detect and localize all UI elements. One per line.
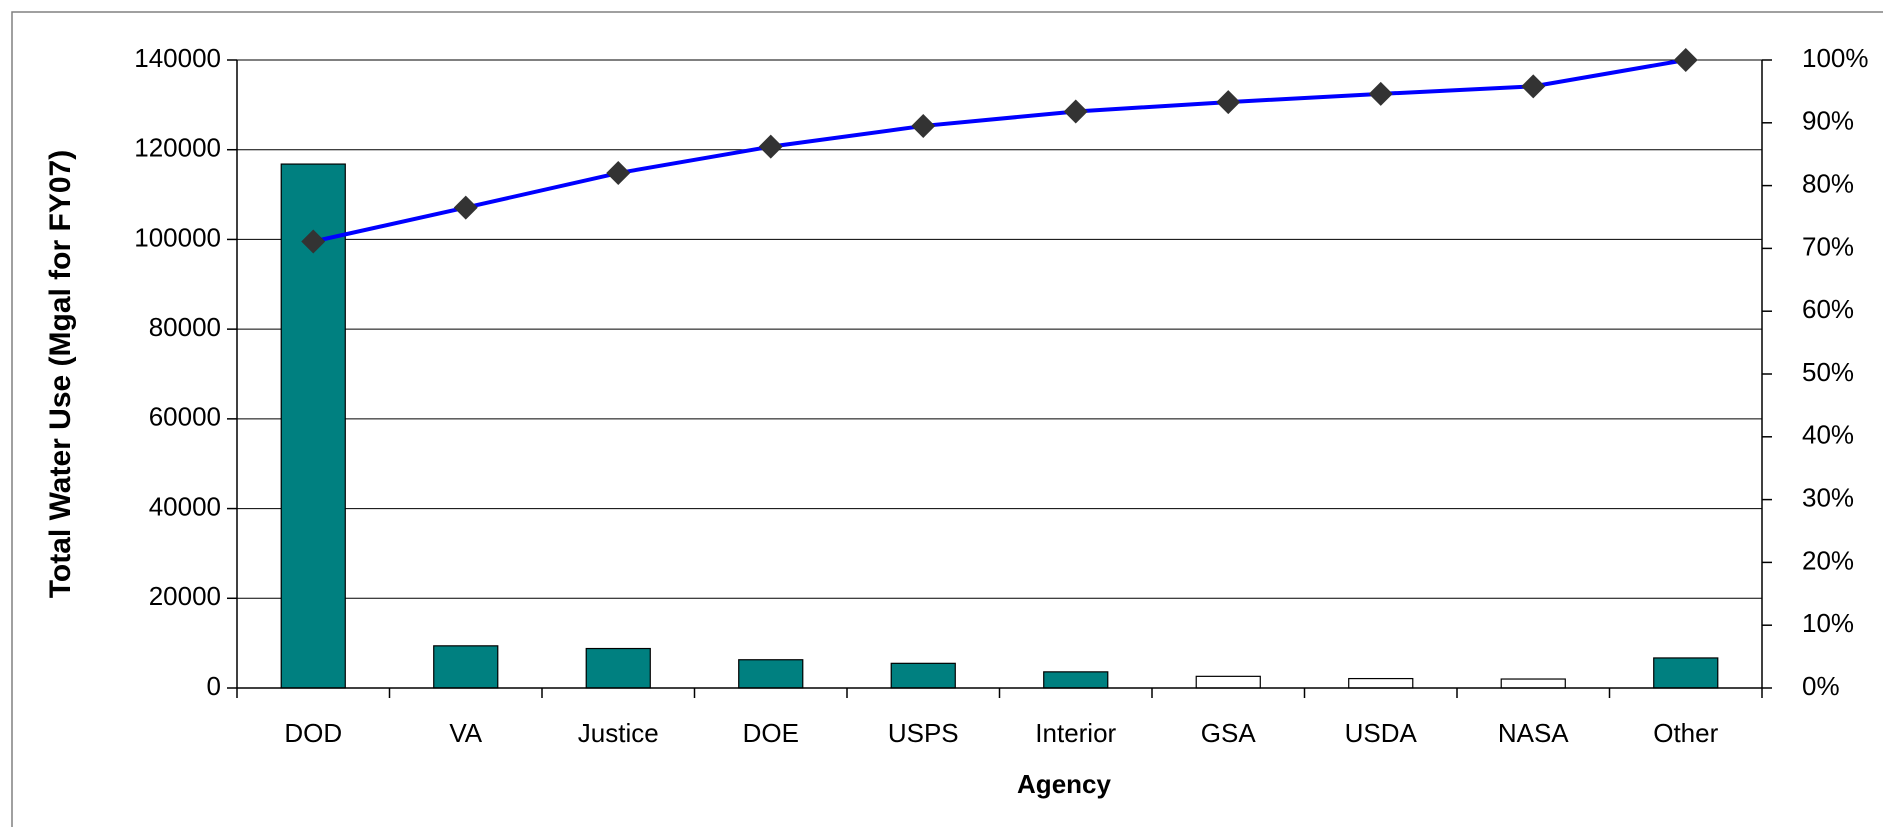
x-tick-label: Other: [1653, 718, 1718, 748]
line-marker: [1521, 74, 1546, 99]
y2-tick-label: 20%: [1802, 545, 1854, 575]
y2-tick-label: 30%: [1802, 482, 1854, 512]
line-marker: [758, 134, 783, 159]
x-tick-label: Interior: [1035, 718, 1116, 748]
x-tick-label: GSA: [1201, 718, 1257, 748]
x-tick-label: DOD: [284, 718, 342, 748]
x-tick-label: VA: [449, 718, 482, 748]
line-marker: [1216, 90, 1241, 115]
pareto-line: [312, 58, 1687, 244]
y2-tick-label: 70%: [1802, 231, 1854, 261]
y-tick-label: 140000: [134, 43, 221, 73]
x-tick-label: DOE: [743, 718, 799, 748]
y-tick-label: 120000: [134, 133, 221, 163]
x-tick-label: USPS: [888, 718, 959, 748]
line-marker: [1063, 99, 1088, 124]
line-marker: [606, 161, 631, 186]
y2-tick-label: 0%: [1802, 671, 1840, 701]
y2-tick-label: 40%: [1802, 420, 1854, 450]
y2-tick-label: 100%: [1802, 43, 1869, 73]
bar: [1348, 677, 1414, 689]
y-tick-label: 80000: [149, 312, 221, 342]
line-marker: [911, 113, 936, 138]
bar: [1653, 657, 1719, 689]
bar: [738, 659, 804, 689]
y-tick-label: 60000: [149, 402, 221, 432]
line-marker: [1673, 48, 1698, 72]
x-tick-label: Justice: [578, 718, 659, 748]
y2-tick-label: 60%: [1802, 294, 1854, 324]
bar: [1500, 678, 1566, 689]
x-axis-label: Agency: [1017, 769, 1111, 799]
y-tick-label: 40000: [149, 491, 221, 521]
y2-tick-label: 80%: [1802, 168, 1854, 198]
line-marker: [1368, 81, 1393, 106]
bar: [1043, 671, 1109, 689]
y-tick-label: 0: [207, 671, 221, 701]
bar: [585, 647, 651, 689]
y2-tick-label: 90%: [1802, 106, 1854, 136]
x-tick-label: NASA: [1498, 718, 1569, 748]
y2-tick-label: 50%: [1802, 357, 1854, 387]
bar: [433, 645, 499, 689]
y-tick-label: 20000: [149, 581, 221, 611]
y-axis-label: Total Water Use (Mgal for FY07): [44, 150, 77, 598]
x-tick-label: USDA: [1345, 718, 1418, 748]
line-marker: [301, 229, 326, 254]
bar: [890, 662, 956, 689]
y-tick-label: 100000: [134, 222, 221, 252]
line-marker: [453, 195, 478, 220]
y2-tick-label: 10%: [1802, 608, 1854, 638]
bar: [1195, 675, 1261, 689]
